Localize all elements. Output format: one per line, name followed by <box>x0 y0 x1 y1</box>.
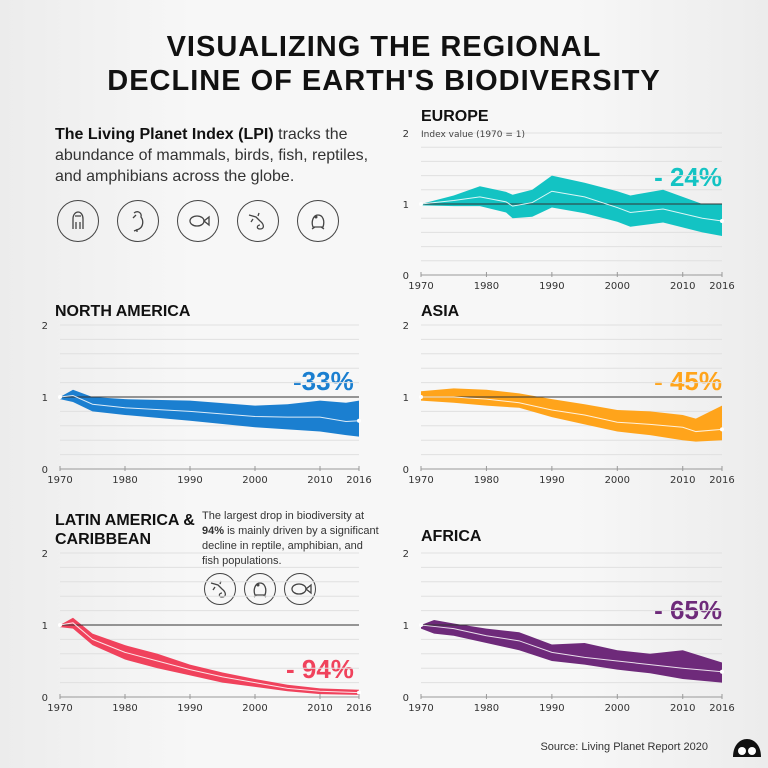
y-tick-label: 2 <box>403 549 409 560</box>
end-point <box>720 669 724 674</box>
y-tick-label: 1 <box>403 621 409 632</box>
y-tick-label: 1 <box>403 393 409 404</box>
note-text-end: is mainly driven by a significant declin… <box>202 525 379 567</box>
lizard-icon <box>237 200 279 242</box>
animal-icons <box>57 200 339 242</box>
x-tick-label: 1990 <box>539 703 564 714</box>
region-title-north-america: NORTH AMERICA <box>55 303 191 320</box>
change-africa: - 65% <box>654 595 722 625</box>
note-animal-icons <box>204 573 316 605</box>
x-tick-label: 1980 <box>112 475 137 486</box>
x-tick-label: 1990 <box>539 281 564 292</box>
chart-asia: 1970 1980 1990 2000 2010 2016 0 1 2 <box>403 321 735 486</box>
start-point <box>58 395 62 399</box>
change-north-america: -33% <box>293 366 354 396</box>
gorilla-icon <box>57 200 99 242</box>
y-tick-label: 0 <box>403 465 409 476</box>
x-tick-label: 2010 <box>670 281 695 292</box>
x-tick-label: 1980 <box>474 703 499 714</box>
y-tick-label: 1 <box>42 393 48 404</box>
x-tick-label: 2016 <box>346 703 371 714</box>
x-tick-label: 2000 <box>605 703 630 714</box>
x-tick-label: 1990 <box>177 475 202 486</box>
y-tick-label: 0 <box>403 693 409 704</box>
title-line-1: VISUALIZING THE REGIONAL <box>166 31 602 63</box>
region-title-africa: AFRICA <box>421 528 482 545</box>
start-point <box>419 395 423 399</box>
y-tick-label: 2 <box>403 321 409 332</box>
end-point <box>720 219 724 224</box>
chart-europe: 1970 1980 1990 2000 2010 2016 0 1 2 Index value (… <box>403 129 735 292</box>
index-line <box>421 396 723 433</box>
x-tick-label: 2016 <box>709 475 734 486</box>
fish-icon <box>284 573 316 605</box>
frog-icon <box>244 573 276 605</box>
x-tick-label: 1970 <box>408 703 433 714</box>
parrot-icon <box>117 200 159 242</box>
index-line <box>59 395 360 422</box>
intro-text: The Living Planet Index (LPI) tracks the… <box>55 124 395 187</box>
x-tick-label: 2016 <box>709 281 734 292</box>
x-tick-label: 2010 <box>670 703 695 714</box>
end-point <box>357 418 361 423</box>
start-point <box>419 202 423 206</box>
x-tick-label: 1980 <box>474 475 499 486</box>
intro-bold: The Living Planet Index (LPI) <box>55 126 274 143</box>
region-title-asia: ASIA <box>421 303 460 320</box>
y-tick-label: 2 <box>42 549 48 560</box>
source-text: Source: Living Planet Report 2020 <box>540 741 708 753</box>
x-tick-label: 2000 <box>605 281 630 292</box>
title-line-2: DECLINE OF EARTH'S BIODIVERSITY <box>107 65 661 97</box>
y-tick-label: 0 <box>42 693 48 704</box>
intro-rest: tracks the abundance of mammals, birds, … <box>55 126 369 185</box>
end-point <box>357 690 361 695</box>
x-tick-label: 2016 <box>709 703 734 714</box>
x-tick-label: 2000 <box>605 475 630 486</box>
publisher-logo-icon <box>733 739 761 757</box>
latin-america-note: The largest drop in biodiversity at 94% … <box>202 509 382 569</box>
chart-africa: 1970 1980 1990 2000 2010 2016 0 1 2 <box>403 549 735 714</box>
y-tick-label: 0 <box>42 465 48 476</box>
y-tick-label: 1 <box>403 200 409 211</box>
x-tick-label: 1990 <box>177 703 202 714</box>
y-tick-label: 0 <box>403 271 409 282</box>
change-asia: - 45% <box>654 366 722 396</box>
note-text: The largest drop in biodiversity at <box>202 510 365 522</box>
change-europe: - 24% <box>654 162 722 192</box>
start-point <box>419 623 423 627</box>
x-tick-label: 2010 <box>307 475 332 486</box>
end-point <box>720 427 724 432</box>
x-tick-label: 2000 <box>242 703 267 714</box>
x-tick-label: 1970 <box>47 703 72 714</box>
x-tick-label: 2010 <box>670 475 695 486</box>
x-tick-label: 1970 <box>408 475 433 486</box>
region-title-latin-america: LATIN AMERICA & CARIBBEAN <box>55 512 195 548</box>
x-tick-label: 2010 <box>307 703 332 714</box>
frog-icon <box>297 200 339 242</box>
confidence-band <box>421 619 722 683</box>
x-tick-label: 2016 <box>346 475 371 486</box>
lizard-icon <box>204 573 236 605</box>
index-line <box>420 624 723 673</box>
index-line <box>420 190 723 222</box>
x-tick-label: 1970 <box>47 475 72 486</box>
y-tick-label: 2 <box>403 129 409 140</box>
x-tick-label: 2000 <box>242 475 267 486</box>
note-bold: 94% <box>202 525 225 537</box>
x-tick-label: 1970 <box>408 281 433 292</box>
start-point <box>58 623 62 627</box>
fish-icon <box>177 200 219 242</box>
x-tick-label: 1980 <box>112 703 137 714</box>
y-axis-label: Index value (1970 = 1) <box>421 130 525 140</box>
x-tick-label: 1990 <box>539 475 564 486</box>
region-title-europe: EUROPE <box>421 108 489 125</box>
chart-north-america: 1970 1980 1990 2000 2010 2016 0 1 2 <box>42 321 372 486</box>
y-tick-label: 1 <box>42 621 48 632</box>
y-tick-label: 2 <box>42 321 48 332</box>
x-tick-label: 1980 <box>474 281 499 292</box>
change-latin-america: - 94% <box>286 654 354 684</box>
